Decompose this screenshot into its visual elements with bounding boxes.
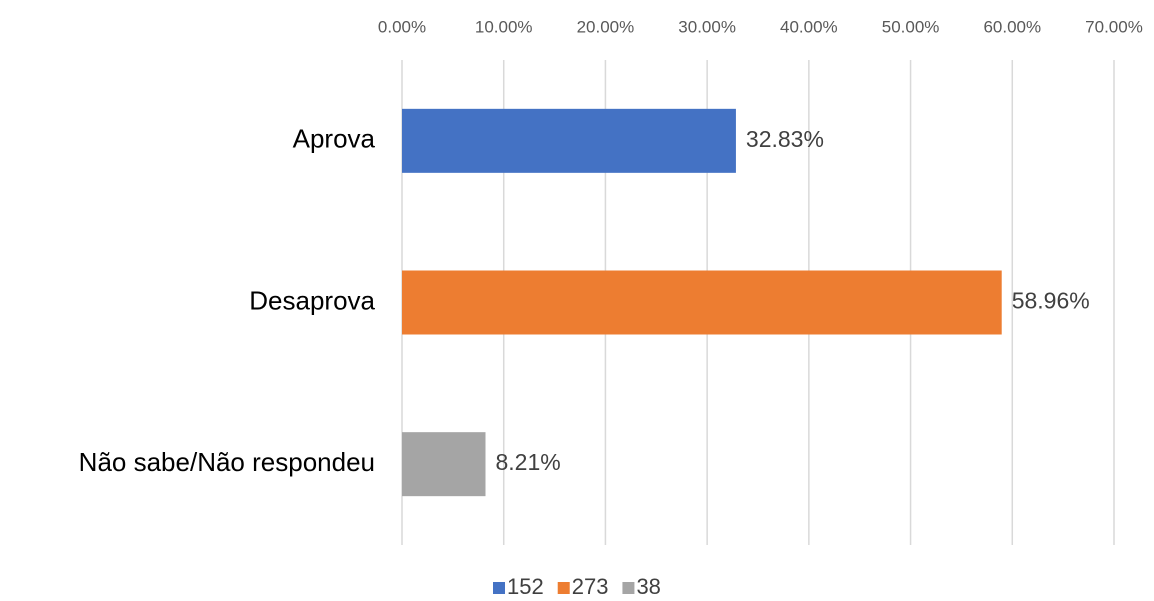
- x-tick-label: 60.00%: [983, 17, 1041, 36]
- x-tick-label: 10.00%: [475, 17, 533, 36]
- category-label: Aprova: [293, 124, 376, 154]
- bar: [402, 432, 486, 497]
- legend-swatch: [557, 582, 570, 594]
- x-tick-label: 50.00%: [882, 17, 940, 36]
- legend-label: 273: [572, 574, 609, 599]
- category-label: Não sabe/Não respondeu: [79, 447, 375, 477]
- value-label: 8.21%: [496, 449, 561, 475]
- legend-swatch: [622, 582, 635, 594]
- bar: [402, 108, 736, 173]
- value-label: 32.83%: [746, 126, 824, 152]
- legend-label: 38: [636, 574, 660, 599]
- x-tick-label: 40.00%: [780, 17, 838, 36]
- x-tick-label: 70.00%: [1085, 17, 1143, 36]
- x-tick-label: 30.00%: [678, 17, 736, 36]
- category-label: Desaprova: [249, 285, 375, 315]
- bar: [402, 270, 1002, 335]
- legend-swatch: [493, 582, 505, 594]
- legend-label: 152: [507, 574, 544, 599]
- x-tick-label: 20.00%: [577, 17, 635, 36]
- x-tick-label: 0.00%: [378, 17, 426, 36]
- value-label: 58.96%: [1012, 288, 1090, 314]
